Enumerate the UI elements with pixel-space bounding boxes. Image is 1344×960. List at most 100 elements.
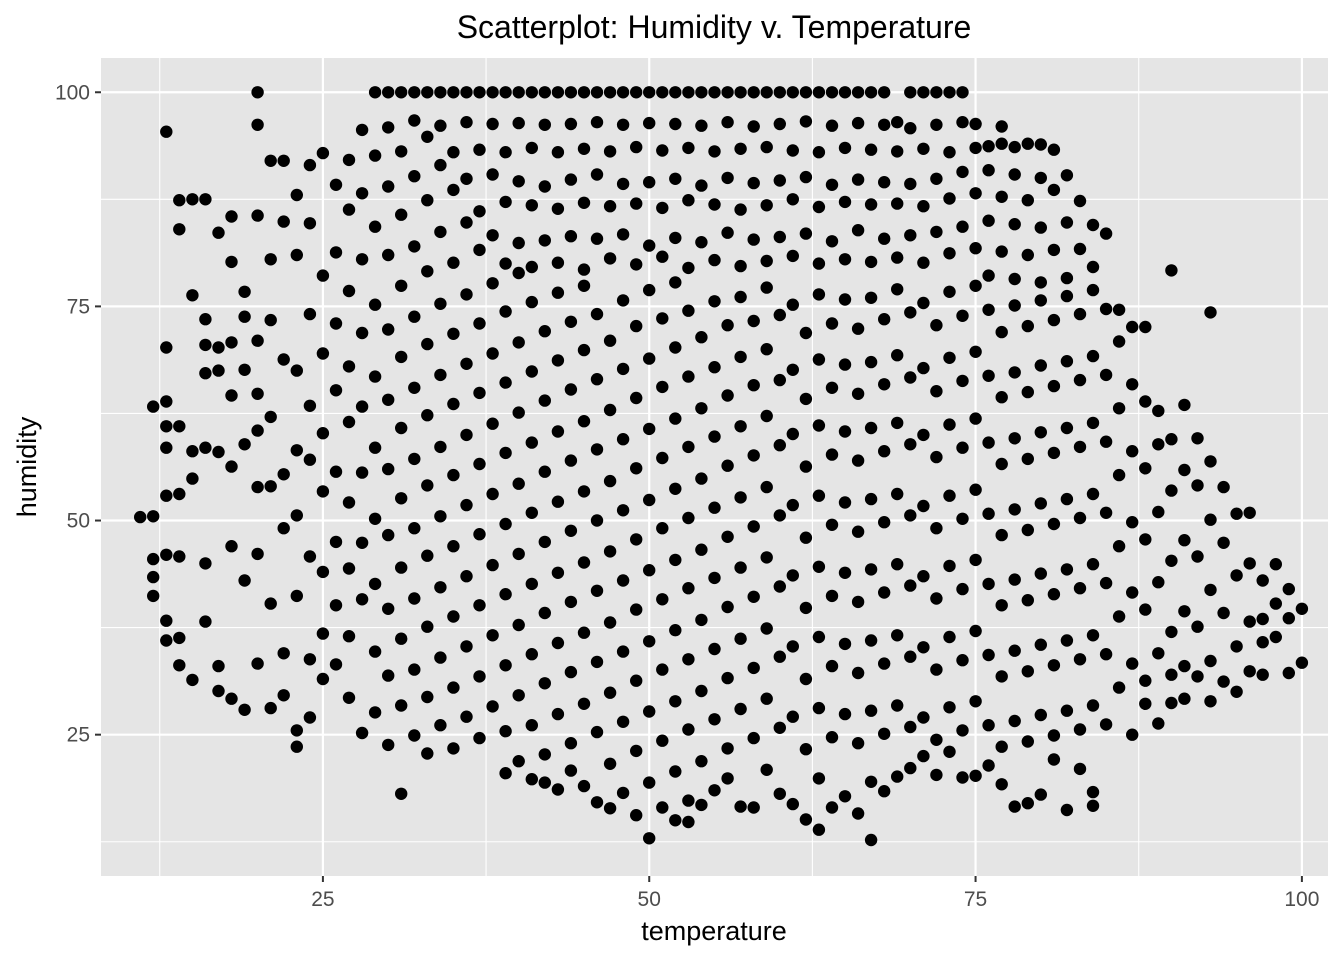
data-point (1060, 216, 1074, 229)
data-point (838, 141, 852, 155)
data-point (825, 381, 839, 394)
data-point (473, 143, 486, 156)
data-point (643, 176, 656, 189)
data-point (525, 86, 538, 99)
data-point (460, 86, 473, 99)
data-point (1217, 480, 1230, 494)
data-point (616, 86, 630, 99)
data-point (812, 560, 826, 573)
data-point (538, 606, 551, 620)
data-point (1021, 523, 1034, 537)
data-point (838, 293, 852, 306)
data-point (1086, 799, 1100, 812)
data-point (512, 547, 525, 561)
data-point (512, 618, 525, 632)
data-point (1073, 373, 1087, 387)
data-point (147, 589, 160, 603)
data-point (551, 425, 565, 438)
data-point (603, 86, 617, 99)
data-point (1126, 516, 1139, 529)
data-point (486, 168, 499, 181)
data-point (917, 200, 930, 213)
data-point (616, 294, 630, 307)
data-point (891, 116, 904, 129)
data-point (499, 146, 512, 159)
data-point (1217, 536, 1230, 549)
data-point (643, 86, 656, 99)
data-point (447, 681, 460, 694)
data-point (564, 383, 578, 396)
data-point (525, 719, 538, 732)
data-point (930, 86, 943, 99)
data-point (630, 140, 643, 154)
data-point (995, 245, 1008, 258)
data-point (564, 665, 578, 679)
data-point (656, 734, 669, 747)
data-point (708, 784, 721, 797)
data-point (1243, 506, 1256, 519)
data-point (851, 116, 865, 130)
data-point (460, 172, 473, 185)
data-point (408, 729, 421, 742)
data-point (838, 707, 852, 721)
data-point (486, 558, 499, 572)
data-point (355, 187, 369, 200)
data-point (1139, 320, 1152, 334)
data-point (251, 387, 264, 400)
data-point (956, 582, 969, 596)
data-point (303, 158, 317, 172)
data-point (342, 415, 356, 429)
data-point (564, 230, 578, 243)
data-point (851, 666, 865, 680)
data-point (812, 353, 826, 366)
data-point (434, 581, 447, 594)
data-point (1204, 306, 1217, 319)
data-point (199, 557, 212, 570)
data-point (982, 648, 995, 662)
data-point (760, 140, 773, 154)
data-point (277, 647, 290, 660)
data-point (329, 535, 343, 549)
data-point (878, 785, 891, 798)
data-point (956, 165, 969, 179)
data-point (238, 574, 251, 587)
data-point (695, 543, 708, 556)
data-point (1073, 511, 1087, 525)
data-point (1034, 171, 1048, 185)
data-point (238, 363, 251, 376)
data-point (760, 281, 773, 294)
data-point (1269, 630, 1283, 644)
data-point (669, 814, 682, 827)
data-point (799, 531, 813, 544)
data-point (473, 86, 486, 99)
data-point (1008, 140, 1021, 154)
data-point (773, 117, 786, 131)
data-point (851, 387, 865, 400)
data-point (355, 593, 369, 606)
data-point (669, 553, 682, 567)
data-point (160, 634, 173, 647)
data-point (355, 536, 369, 549)
data-point (447, 610, 460, 623)
data-point (917, 749, 930, 763)
data-point (147, 552, 160, 566)
data-point (734, 561, 747, 574)
data-point (342, 691, 356, 704)
data-point (838, 358, 852, 371)
data-point (486, 700, 499, 713)
data-point (1008, 432, 1021, 445)
data-point (1034, 359, 1048, 372)
data-point (812, 419, 826, 432)
data-point (329, 317, 343, 330)
data-point (1021, 194, 1034, 207)
data-point (434, 719, 447, 732)
data-point (721, 671, 734, 685)
data-point (825, 448, 839, 461)
data-point (812, 200, 826, 214)
data-point (930, 225, 943, 239)
data-point (238, 703, 251, 716)
data-point (590, 796, 604, 809)
data-point (538, 180, 551, 193)
data-point (760, 622, 773, 635)
data-point (630, 462, 643, 475)
